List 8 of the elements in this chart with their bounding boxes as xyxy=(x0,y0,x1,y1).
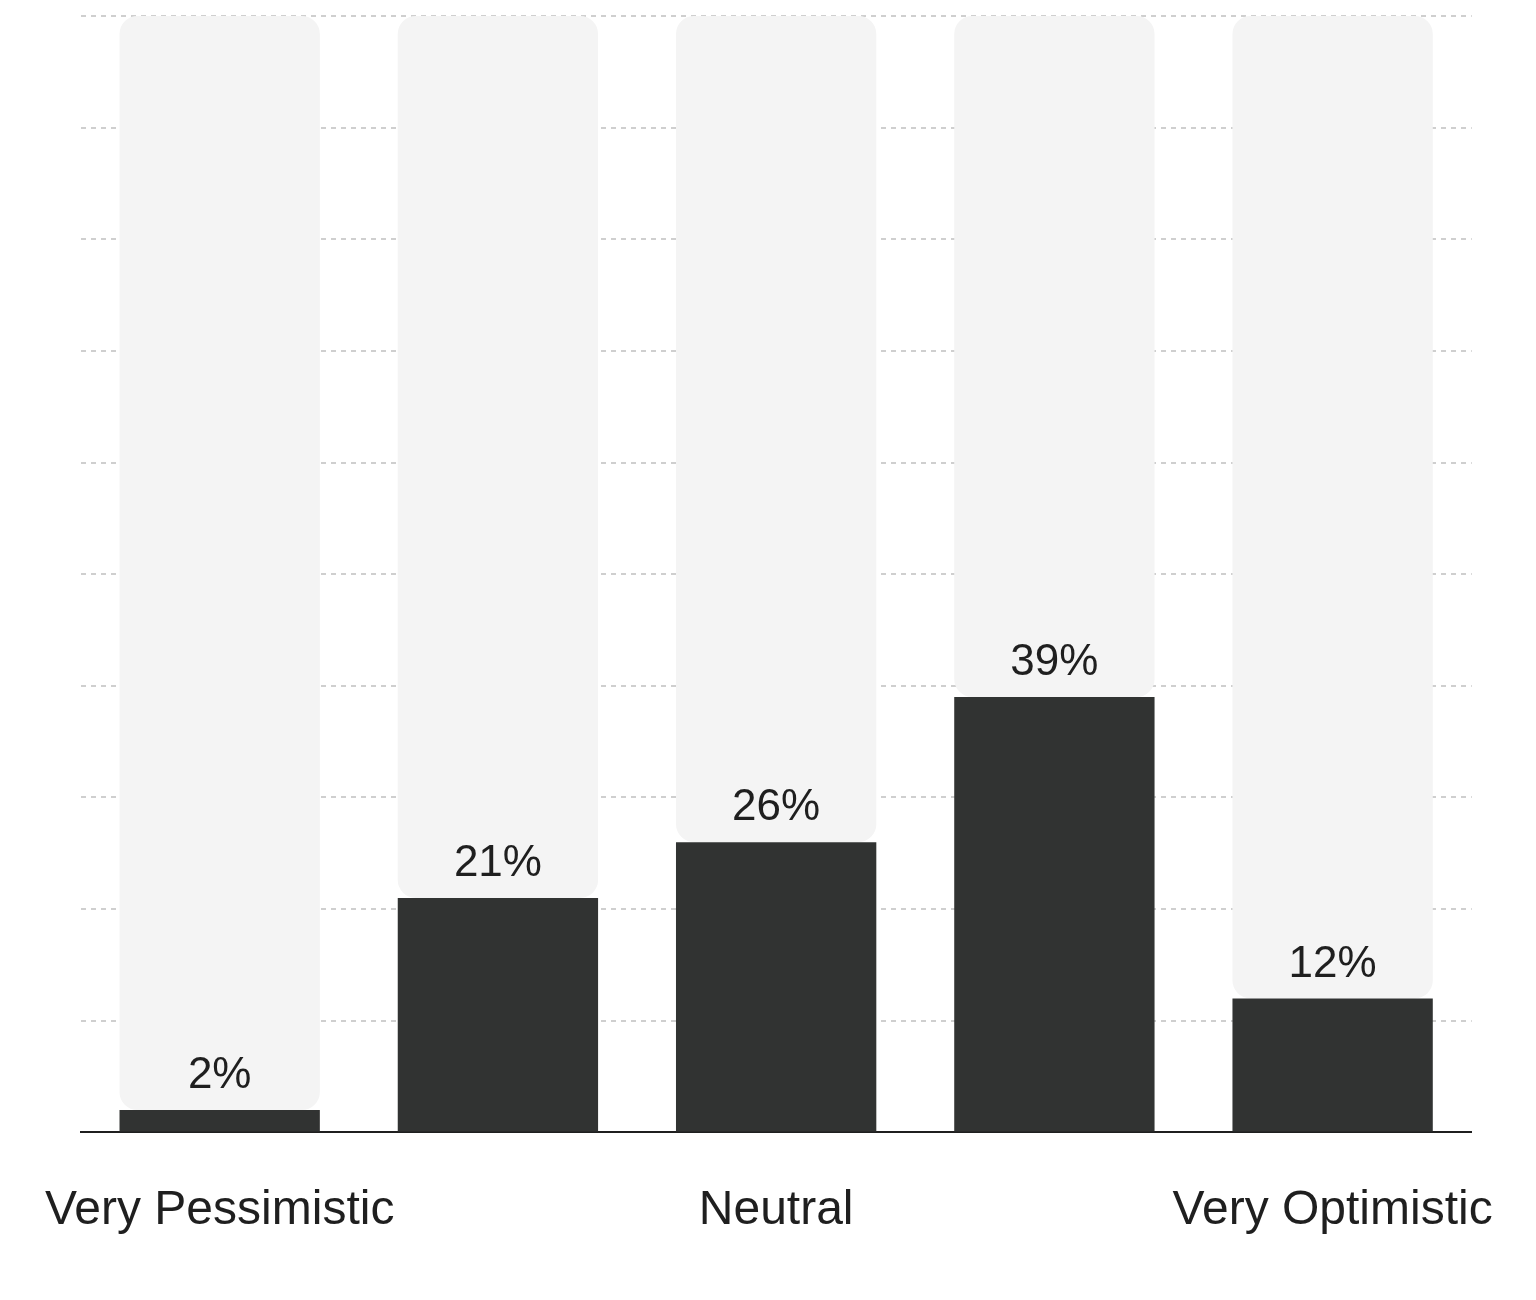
x-tick-label: Very Optimistic xyxy=(1172,1181,1493,1235)
x-tick-label: Neutral xyxy=(698,1181,854,1235)
data-label: 12% xyxy=(1288,936,1377,986)
data-label: 21% xyxy=(453,836,542,886)
data-label: 39% xyxy=(1010,635,1099,685)
data-label: 26% xyxy=(732,780,821,830)
x-tick-label: Very Pessimistic xyxy=(44,1181,395,1235)
data-label: 2% xyxy=(187,1048,252,1098)
